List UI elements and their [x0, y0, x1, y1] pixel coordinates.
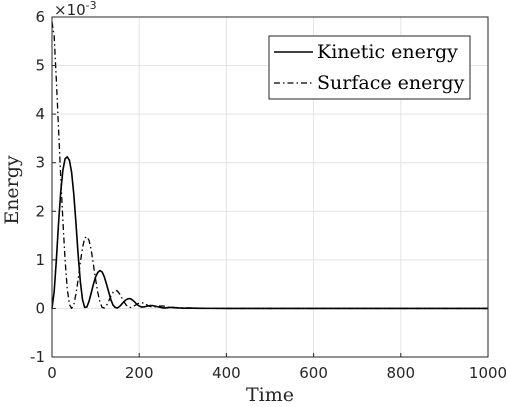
y-tick-labels: -1 0 1 2 3 4 5 6: [30, 8, 45, 366]
legend: Kinetic energy Surface energy: [268, 35, 471, 100]
x-tick-label: 1000: [469, 364, 507, 382]
y-tick-label: 1: [35, 251, 45, 269]
y-tick-label: 5: [35, 57, 45, 75]
y-tick-label: 6: [35, 8, 45, 26]
series-layer: [51, 21, 488, 310]
y-exponent-label: ×10-3: [54, 0, 97, 19]
y-tick-label: 2: [35, 202, 45, 220]
legend-box: [268, 35, 471, 100]
legend-label-surface: Surface energy: [317, 72, 465, 94]
x-axis-title: Time: [246, 384, 294, 406]
y-tick-label: 4: [35, 105, 45, 123]
y-axis-title: Energy: [1, 155, 23, 225]
x-tick-label: 600: [299, 364, 328, 382]
tick-marks: [51, 16, 489, 358]
x-tick-label: 200: [125, 364, 154, 382]
y-multiplier-base: ×10: [54, 1, 86, 19]
series-line-surface-energy: [51, 21, 488, 310]
y-exponent: -3: [86, 0, 97, 12]
x-tick-label: 400: [212, 364, 241, 382]
x-tick-labels: 0 200 400 600 800 1000: [47, 364, 507, 382]
series-line-kinetic-energy: [51, 156, 488, 310]
x-tick-label: 800: [386, 364, 415, 382]
x-tick-label: 0: [47, 364, 57, 382]
legend-label-kinetic: Kinetic energy: [317, 41, 458, 63]
y-tick-label: 0: [35, 299, 45, 317]
y-tick-label: 3: [35, 154, 45, 172]
y-tick-label: -1: [30, 348, 45, 366]
plot-frame: [51, 16, 489, 358]
